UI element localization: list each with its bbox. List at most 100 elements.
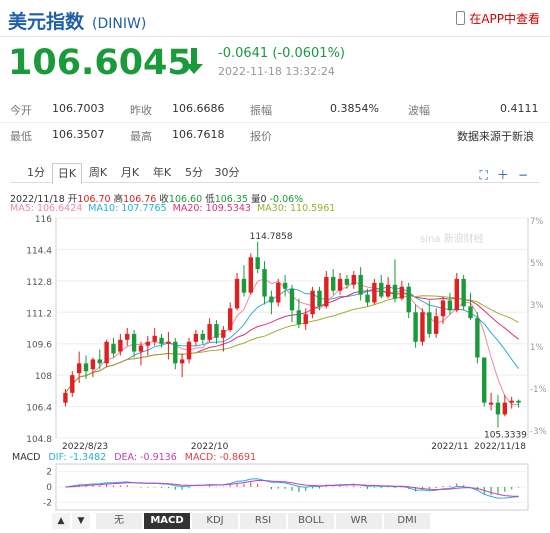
- header: 美元指数 (DINIW) 在APP中查看: [0, 0, 550, 37]
- candle-body: [461, 278, 466, 307]
- indicator-tab[interactable]: RSI: [240, 513, 287, 529]
- info-high-label: 高: [113, 194, 124, 205]
- nav-up-button[interactable]: ▲: [52, 513, 70, 529]
- fullscreen-icon[interactable]: ⛶: [479, 168, 488, 182]
- candle-body: [482, 357, 487, 403]
- info-close: 106.60: [168, 194, 203, 205]
- candle-body: [495, 402, 501, 415]
- candle-body: [255, 257, 260, 270]
- candle-body: [138, 345, 144, 352]
- nav-down-button[interactable]: ▼: [72, 513, 90, 529]
- tab-period[interactable]: 日K: [52, 163, 82, 184]
- y-tick-label: 104.8: [26, 435, 52, 445]
- indicator-tab[interactable]: DMI: [384, 513, 431, 529]
- pct-tick-label: 5%: [530, 259, 544, 269]
- indicator-tab[interactable]: WR: [336, 513, 383, 529]
- candle-body: [241, 278, 247, 293]
- info-date: 2022/11/18: [10, 194, 65, 205]
- ma-legend-item: MA30: 110.5961: [256, 203, 336, 214]
- stat-label: 波幅: [408, 104, 430, 117]
- quote-timestamp: 2022-11-18 13:32:24: [218, 65, 335, 78]
- stat-label: 最低: [10, 130, 32, 143]
- y-tick-label: 109.6: [26, 341, 52, 351]
- stat-value: 106.3507: [52, 128, 105, 141]
- indicator-tab[interactable]: KDJ: [192, 513, 239, 529]
- y-tick-label: 108: [35, 372, 52, 382]
- info-vol-label: 量: [250, 194, 261, 205]
- candle-body: [427, 312, 432, 334]
- page-title: 美元指数 (DINIW): [8, 11, 147, 33]
- info-change: -0.06%: [269, 194, 304, 205]
- candle-body: [83, 363, 89, 372]
- pct-tick-label: 3%: [530, 301, 544, 311]
- candle-body: [468, 306, 473, 319]
- candle-body: [379, 282, 384, 297]
- tab-period[interactable]: 1分: [27, 166, 45, 179]
- pct-tick-label: 7%: [530, 217, 544, 227]
- macd-chart: 2 0 -2: [43, 463, 529, 511]
- candle-body: [372, 282, 377, 303]
- ma-legend-item: MA5: 106.6424: [10, 203, 83, 214]
- macd-tick-label: -2: [43, 498, 52, 508]
- candle-body: [228, 308, 233, 330]
- candle-body: [63, 392, 68, 403]
- collapse-icon[interactable]: −: [517, 168, 528, 182]
- candle-body: [234, 278, 240, 309]
- candle-body: [179, 359, 185, 364]
- candle-body: [97, 359, 102, 364]
- ma-legend-item: MA10: 107.7765: [88, 203, 167, 214]
- indicator-tab[interactable]: 无: [96, 513, 143, 529]
- dea-line: [65, 480, 519, 497]
- current-price: 106.6045: [8, 43, 192, 83]
- candle-body: [399, 286, 405, 299]
- stats-row: 今开 106.7003 昨收 106.6686 振幅 0.3854% 波幅 0.…: [0, 96, 550, 123]
- stats-row: 最低 106.3507 最高 106.7618 报价 数据来源于新浪: [0, 122, 550, 148]
- candle-body: [76, 363, 82, 374]
- tab-period[interactable]: 年K: [152, 166, 172, 179]
- stat-value: 106.7003: [52, 102, 105, 115]
- tab-period[interactable]: 周K: [88, 166, 108, 179]
- candle-body: [289, 288, 295, 311]
- stat-value: 106.6686: [172, 102, 225, 115]
- open-in-app-label: 在APP中查看: [469, 12, 540, 26]
- candle-body: [488, 402, 494, 405]
- indicator-tab[interactable]: MACD: [144, 513, 191, 529]
- candle-body: [392, 284, 398, 299]
- data-source: 数据来源于新浪: [457, 130, 534, 143]
- candlestick-chart: 116 114.4 112.8 111.2 109.6 108 106.4 104.8 7% 5%…: [26, 215, 547, 452]
- candle-body: [131, 333, 137, 352]
- info-open: 106.70: [77, 194, 111, 205]
- candle-body: [193, 333, 199, 342]
- info-low-label: 低: [205, 194, 215, 205]
- candle-body: [296, 310, 302, 325]
- pct-tick-label: -3%: [530, 427, 547, 437]
- y-tick-label: 116: [35, 215, 52, 225]
- y-tick-label: 111.2: [26, 309, 52, 319]
- stat-value: 0.4111: [500, 102, 539, 115]
- macd-legend-item: DIF: -1.3482: [48, 452, 107, 463]
- y-tick-label: 114.4: [26, 246, 52, 256]
- tab-period[interactable]: 5分: [185, 166, 203, 179]
- phone-icon: [456, 11, 466, 25]
- candle-body: [166, 341, 171, 344]
- candle-body: [310, 290, 315, 315]
- tab-period[interactable]: 月K: [120, 166, 140, 179]
- ohlc-info: 2022/11/18 开106.70 高106.76 收106.60 低106.…: [10, 191, 303, 205]
- expand-icon[interactable]: ＋: [496, 168, 509, 182]
- candle-body: [214, 324, 219, 338]
- candle-body: [173, 341, 178, 364]
- indicator-tab[interactable]: BOLL: [288, 513, 335, 529]
- macd-legend-item: DEA: -0.9136: [114, 452, 177, 463]
- candle-body: [433, 316, 439, 334]
- macd-tick-label: 2: [46, 468, 52, 478]
- stat-label: 最高: [130, 130, 152, 143]
- tab-period[interactable]: 30分: [214, 166, 240, 179]
- x-tick-label: 2022/11: [431, 442, 468, 452]
- pct-tick-label: 1%: [530, 343, 544, 353]
- price-change: -0.0641 (-0.0601%): [218, 46, 345, 61]
- info-close-label: 收: [159, 194, 169, 205]
- candle-body: [70, 375, 75, 393]
- open-in-app-link[interactable]: 在APP中查看: [456, 10, 540, 27]
- stat-value: 106.7618: [172, 128, 225, 141]
- down-arrow-icon: [185, 48, 203, 74]
